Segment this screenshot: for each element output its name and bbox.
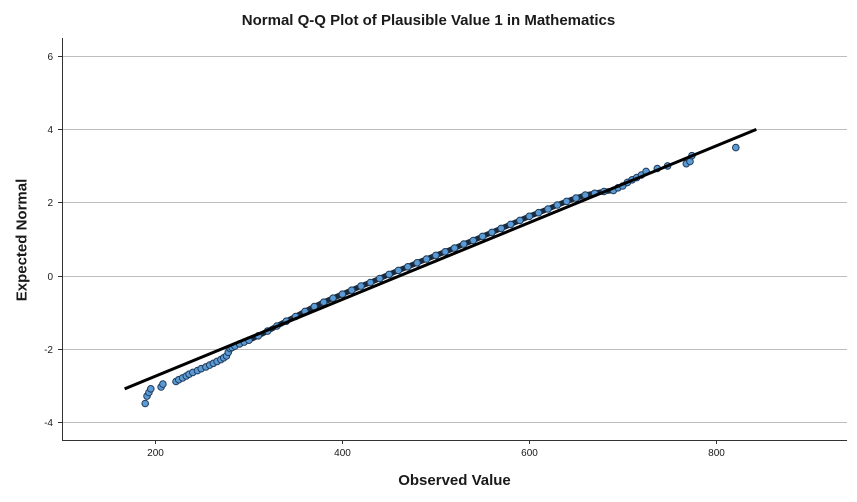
data-point-36	[329, 294, 337, 303]
data-point-55	[506, 220, 515, 229]
y-tick-label-2: 0	[47, 272, 53, 283]
axes	[58, 38, 847, 444]
data-point-0	[141, 399, 149, 408]
data-point-60	[553, 201, 562, 209]
y-tick-label-4: 4	[47, 125, 53, 136]
y-tick-label-3: 2	[47, 198, 53, 209]
data-point-46	[422, 255, 431, 263]
data-point-57	[525, 212, 534, 221]
x-tick-label-2: 600	[521, 448, 538, 459]
data-point-79	[732, 143, 740, 152]
y-tick-label-0: -4	[44, 418, 53, 429]
data-point-61	[562, 197, 571, 206]
data-point-49	[450, 244, 459, 252]
data-point-47	[432, 251, 440, 260]
data-point-43	[394, 266, 403, 275]
data-point-37	[338, 290, 347, 299]
grid-lines	[62, 56, 847, 423]
data-point-39	[357, 282, 365, 290]
data-point-54	[497, 224, 506, 233]
x-tick-label-1: 400	[334, 448, 351, 459]
data-point-38	[347, 286, 356, 295]
reference-line	[124, 127, 757, 391]
x-tick-label-3: 800	[708, 448, 725, 459]
data-point-44	[404, 263, 412, 271]
data-point-58	[534, 208, 543, 217]
reference-line-group	[124, 127, 757, 391]
data-point-53	[488, 228, 496, 237]
data-point-51	[469, 236, 478, 245]
data-point-41	[375, 274, 384, 283]
data-point-56	[516, 216, 524, 225]
data-point-59	[544, 205, 552, 213]
chart-title: Normal Q-Q Plot of Plausible Value 1 in …	[241, 12, 616, 29]
tick-labels: -4 -2 0 2 4 6 200 400 600 800	[44, 52, 725, 459]
y-tick-label-5: 6	[47, 52, 53, 63]
data-point-5	[159, 380, 167, 388]
x-axis-label: Observed Value	[398, 472, 511, 489]
data-point-50	[460, 240, 468, 248]
data-point-3	[147, 385, 155, 393]
data-point-62	[572, 194, 580, 202]
data-point-40	[366, 278, 375, 287]
data-point-52	[478, 232, 487, 241]
data-point-45	[413, 259, 421, 267]
data-point-42	[385, 270, 393, 279]
data-point-48	[441, 248, 450, 256]
y-tick-label-1: -2	[44, 345, 53, 356]
x-tick-label-0: 200	[147, 448, 164, 459]
